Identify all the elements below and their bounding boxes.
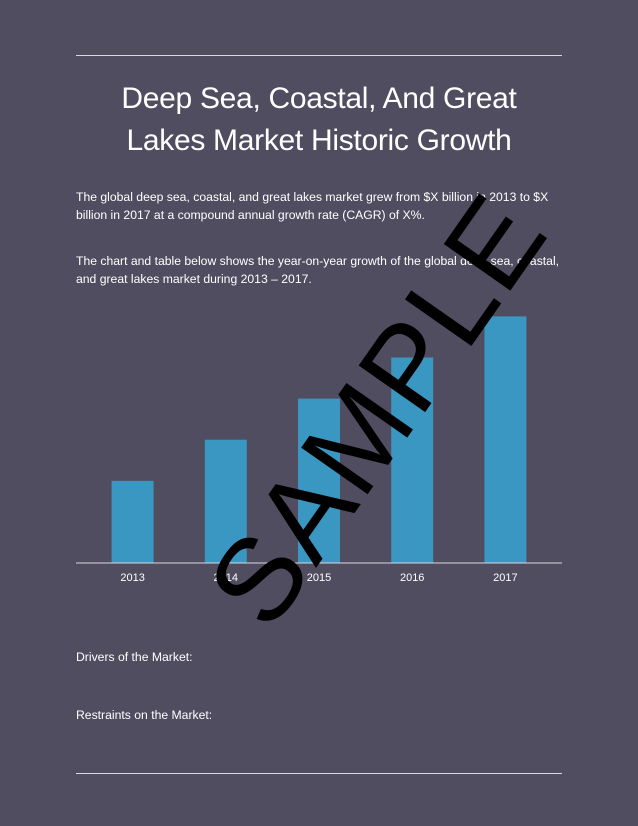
bar-2016 xyxy=(391,357,434,563)
bottom-divider xyxy=(76,773,562,774)
tick-label-2017: 2017 xyxy=(493,572,517,584)
drivers-label: Drivers of the Market: xyxy=(76,650,193,664)
tick-label-2015: 2015 xyxy=(307,572,331,584)
title-line-1: Deep Sea, Coastal, And Great xyxy=(121,82,517,115)
tick-label-2013: 2013 xyxy=(120,572,144,584)
page-title: Deep Sea, Coastal, And Great Lakes Marke… xyxy=(60,78,578,162)
x-tick-labels: 2013 2014 2015 2016 2017 xyxy=(120,572,517,584)
top-divider xyxy=(76,55,562,56)
bar-2014 xyxy=(204,439,247,563)
bars-layer xyxy=(111,316,527,563)
intro-paragraph: The global deep sea, coastal, and great … xyxy=(76,190,549,222)
bar-2013 xyxy=(111,480,154,563)
restraints-label: Restraints on the Market: xyxy=(76,708,213,722)
title-line-2: Lakes Market Historic Growth xyxy=(126,124,512,157)
tick-label-2014: 2014 xyxy=(214,572,238,584)
bar-2017 xyxy=(484,316,527,563)
tick-label-2016: 2016 xyxy=(400,572,424,584)
bar-2015 xyxy=(298,398,340,563)
chart-description-paragraph: The chart and table below shows the year… xyxy=(76,254,560,286)
